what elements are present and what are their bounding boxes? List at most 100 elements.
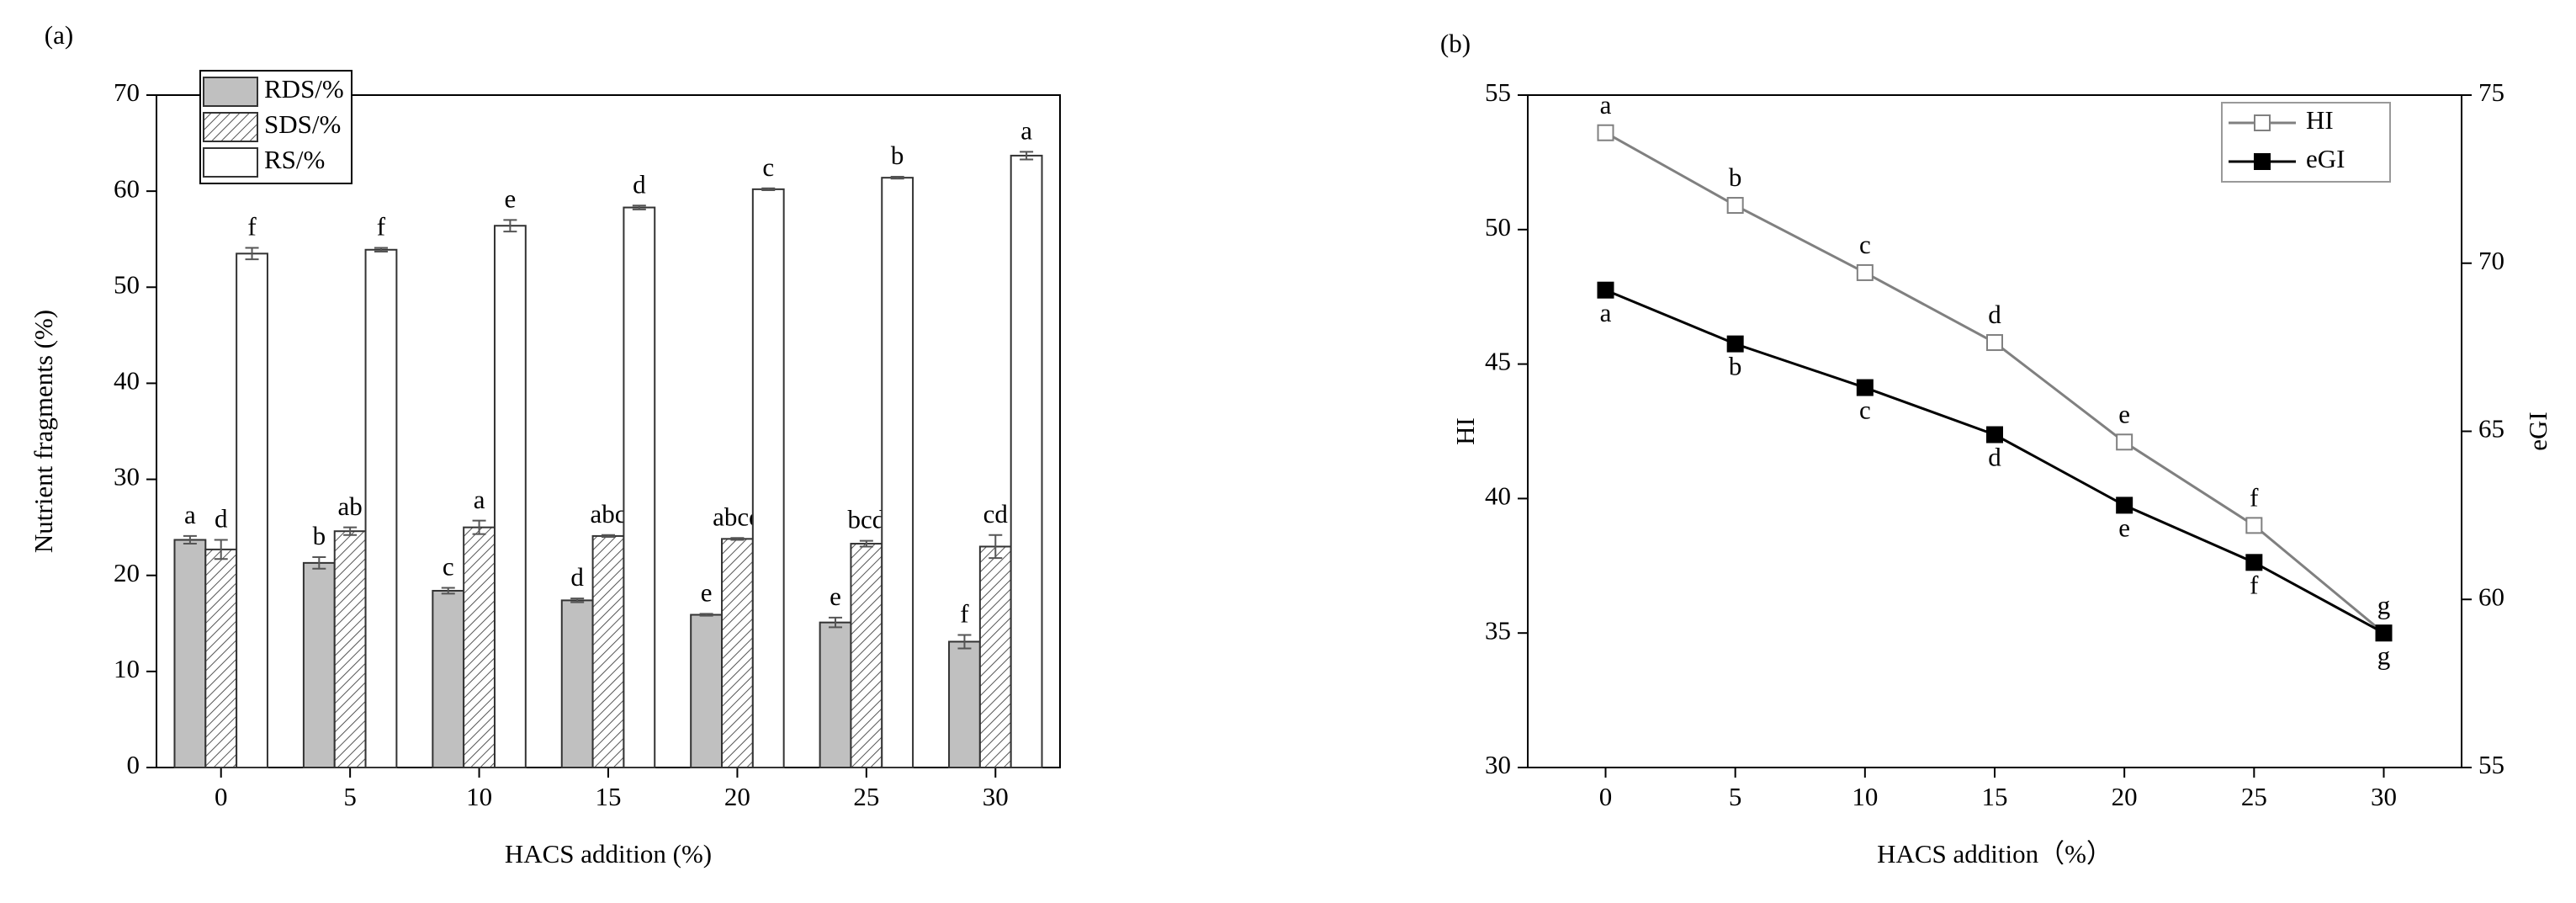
significance-letter: ab: [338, 491, 363, 521]
bar: [819, 621, 852, 768]
bar: [173, 539, 207, 769]
y-tick-label: 70: [114, 77, 140, 107]
marker: [1856, 263, 1874, 281]
significance-letter: abc: [590, 499, 626, 529]
x-tick-label: 20: [724, 782, 750, 811]
y-tick-label: 0: [127, 750, 140, 779]
significance-letter: e: [2118, 399, 2130, 428]
y-tick-label: 30: [1485, 750, 1511, 779]
bar: [560, 599, 594, 768]
error-bar: [1020, 151, 1034, 161]
y-tick-label: 50: [1485, 212, 1511, 242]
bar: [204, 548, 238, 768]
significance-letter: f: [2250, 570, 2259, 599]
y-tick-label: 65: [2478, 414, 2504, 444]
error-bar: [632, 205, 646, 210]
bar: [364, 248, 398, 768]
legend-box: [2221, 102, 2391, 183]
x-tick-label: 30: [983, 782, 1009, 811]
error-bar: [859, 539, 873, 548]
error-bar: [957, 634, 972, 650]
line: [1604, 131, 2385, 635]
x-tick-label: 30: [2371, 782, 2397, 811]
significance-letter: d: [633, 169, 646, 199]
bar: [1010, 154, 1043, 769]
marker: [1856, 379, 1874, 396]
y-tick-label: 40: [114, 366, 140, 396]
bar: [432, 589, 465, 769]
significance-letter: c: [1859, 396, 1871, 425]
significance-letter: d: [215, 504, 228, 534]
legend-swatch: [203, 112, 258, 142]
y-tick-label: 50: [114, 269, 140, 299]
y-axis-label: Nutrient fragments (%): [29, 310, 58, 553]
significance-letter: g: [2377, 590, 2391, 619]
y-tick-label: 45: [1485, 347, 1511, 376]
y-tick-label: 35: [1485, 615, 1511, 645]
legend-swatch: [203, 147, 258, 178]
marker: [1726, 335, 1744, 353]
error-bar: [245, 247, 259, 261]
y-tick-label: 30: [114, 462, 140, 491]
significance-letter: c: [762, 152, 774, 182]
x-tick-label: 0: [1599, 782, 1613, 811]
bar: [623, 206, 656, 769]
error-bar: [602, 534, 615, 539]
error-bar: [472, 519, 486, 535]
x-axis-label: HACS addition (%): [505, 839, 712, 868]
significance-letter: b: [313, 521, 326, 550]
significance-letter: a: [1020, 115, 1032, 145]
y-tick-label: 20: [114, 558, 140, 587]
error-bar: [570, 598, 585, 603]
bar: [978, 545, 1012, 768]
bar: [721, 538, 754, 769]
significance-letter: d: [1988, 300, 2001, 329]
x-tick-label: 5: [343, 782, 357, 811]
significance-letter: b: [891, 141, 904, 170]
marker: [1597, 281, 1614, 299]
x-tick-label: 10: [1852, 782, 1878, 811]
significance-letter: b: [1729, 352, 1742, 381]
bar: [591, 534, 625, 768]
significance-letter: e: [701, 577, 713, 607]
error-bar: [730, 537, 745, 541]
bar: [333, 530, 367, 768]
bar: [751, 188, 785, 769]
bar: [850, 543, 883, 768]
significance-letter: e: [505, 183, 517, 213]
significance-letter: b: [1729, 162, 1742, 192]
significance-letter: c: [443, 552, 454, 582]
error-bar: [214, 539, 228, 560]
y-tick-label: 60: [114, 173, 140, 203]
significance-letter: a: [474, 485, 485, 514]
bar: [948, 640, 981, 768]
marker: [1597, 124, 1614, 141]
bar: [881, 177, 914, 769]
significance-letter: f: [377, 212, 386, 242]
significance-letter: a: [1600, 298, 1612, 327]
significance-letter: d: [570, 562, 584, 592]
significance-letter: f: [960, 599, 969, 629]
significance-letter: g: [2377, 640, 2391, 670]
panel-label: (a): [45, 20, 73, 50]
error-bar: [183, 534, 197, 545]
bar: [690, 614, 724, 769]
x-tick-label: 5: [1729, 782, 1742, 811]
x-tick-label: 25: [2241, 782, 2267, 811]
significance-letter: f: [247, 212, 257, 242]
significance-letter: c: [1859, 230, 1871, 259]
significance-letter: a: [1600, 90, 1612, 120]
marker: [1726, 197, 1744, 215]
error-bar: [890, 176, 904, 180]
legend-label: HI: [2306, 105, 2334, 135]
marker: [2245, 517, 2263, 534]
y-tick-label: 10: [114, 654, 140, 683]
bar: [302, 561, 336, 769]
significance-letter: bcd: [847, 505, 885, 534]
x-tick-label: 15: [1982, 782, 2008, 811]
x-tick-label: 20: [2112, 782, 2138, 811]
legend-label: SDS/%: [264, 109, 341, 139]
bar: [236, 252, 268, 769]
marker: [2116, 433, 2133, 451]
